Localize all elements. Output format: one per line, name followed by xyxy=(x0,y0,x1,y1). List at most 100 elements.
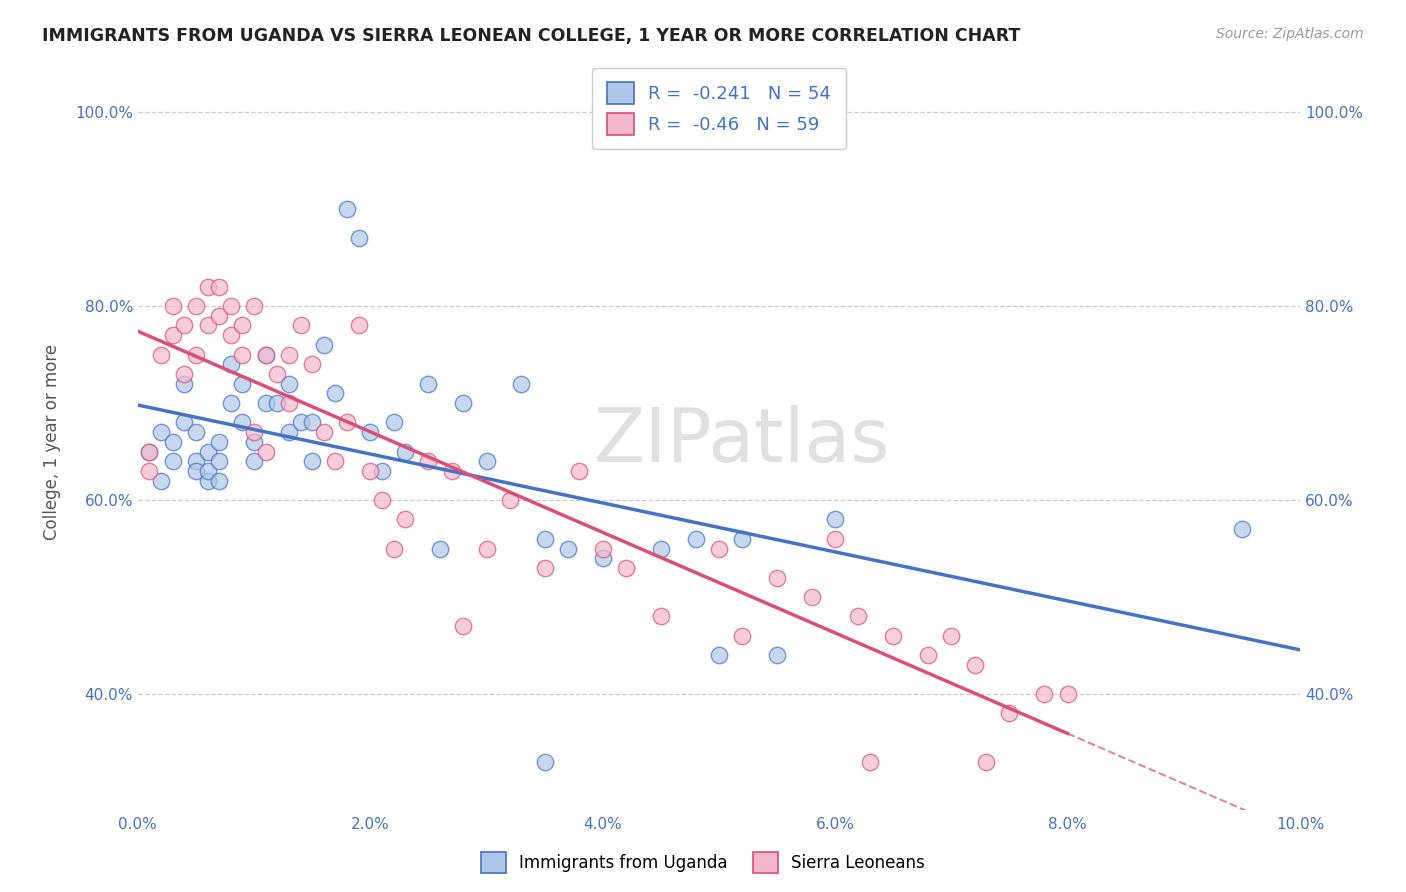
Point xyxy=(162,328,184,343)
Point xyxy=(347,318,370,333)
Point xyxy=(150,425,173,439)
Point xyxy=(254,347,277,361)
Text: Source: ZipAtlas.com: Source: ZipAtlas.com xyxy=(1216,27,1364,41)
Point xyxy=(184,299,207,313)
Point xyxy=(219,328,242,343)
Point xyxy=(475,454,498,468)
Point xyxy=(197,444,219,458)
Point xyxy=(568,464,591,478)
Point xyxy=(312,425,335,439)
Point xyxy=(614,561,637,575)
Point xyxy=(138,464,160,478)
Point xyxy=(301,357,323,371)
Point xyxy=(231,376,253,391)
Point xyxy=(882,629,904,643)
Point xyxy=(197,474,219,488)
Point xyxy=(766,571,789,585)
Point xyxy=(243,434,266,449)
Point xyxy=(347,231,370,245)
Point xyxy=(162,434,184,449)
Point xyxy=(219,299,242,313)
Point xyxy=(243,454,266,468)
Point xyxy=(824,532,846,546)
Point xyxy=(1033,687,1056,701)
Point xyxy=(197,279,219,293)
Point xyxy=(731,532,754,546)
Point xyxy=(499,493,522,508)
Point xyxy=(231,347,253,361)
Point xyxy=(650,609,672,624)
Point xyxy=(162,454,184,468)
Point xyxy=(359,425,381,439)
Point xyxy=(184,464,207,478)
Point xyxy=(963,657,986,672)
Point xyxy=(533,561,555,575)
Point xyxy=(254,444,277,458)
Point xyxy=(359,464,381,478)
Point xyxy=(278,425,301,439)
Point xyxy=(278,396,301,410)
Point xyxy=(208,454,231,468)
Point xyxy=(917,648,939,663)
Point xyxy=(197,318,219,333)
Point xyxy=(824,512,846,526)
Point xyxy=(941,629,963,643)
Point xyxy=(243,299,266,313)
Point xyxy=(707,648,730,663)
Point xyxy=(336,416,359,430)
Point xyxy=(859,755,882,769)
Point xyxy=(162,299,184,313)
Point xyxy=(451,396,474,410)
Point xyxy=(150,347,173,361)
Point xyxy=(418,454,440,468)
Point xyxy=(312,338,335,352)
Point xyxy=(173,318,195,333)
Point xyxy=(325,454,347,468)
Point xyxy=(685,532,707,546)
Point xyxy=(231,318,253,333)
Point xyxy=(150,474,173,488)
Point xyxy=(592,551,614,566)
Point xyxy=(766,648,789,663)
Point xyxy=(1056,687,1078,701)
Point xyxy=(184,425,207,439)
Point xyxy=(451,619,474,633)
Point xyxy=(208,474,231,488)
Point xyxy=(254,396,277,410)
Point xyxy=(266,396,288,410)
Point xyxy=(243,425,266,439)
Point xyxy=(278,376,301,391)
Point xyxy=(1230,522,1253,536)
Point xyxy=(557,541,579,556)
Point xyxy=(197,464,219,478)
Point xyxy=(731,629,754,643)
Point xyxy=(173,416,195,430)
Point xyxy=(173,376,195,391)
Point xyxy=(138,444,160,458)
Point xyxy=(998,706,1021,721)
Point xyxy=(440,464,463,478)
Point xyxy=(800,590,823,604)
Point xyxy=(266,367,288,381)
Point xyxy=(208,309,231,323)
Point xyxy=(650,541,672,556)
Point xyxy=(429,541,451,556)
Text: IMMIGRANTS FROM UGANDA VS SIERRA LEONEAN COLLEGE, 1 YEAR OR MORE CORRELATION CHA: IMMIGRANTS FROM UGANDA VS SIERRA LEONEAN… xyxy=(42,27,1021,45)
Point xyxy=(278,347,301,361)
Point xyxy=(592,541,614,556)
Point xyxy=(208,279,231,293)
Point xyxy=(208,434,231,449)
Point xyxy=(290,318,312,333)
Point xyxy=(184,347,207,361)
Point xyxy=(254,347,277,361)
Point xyxy=(231,416,253,430)
Point xyxy=(219,396,242,410)
Point xyxy=(974,755,997,769)
Point xyxy=(382,416,405,430)
Point xyxy=(301,454,323,468)
Point xyxy=(138,444,160,458)
Point xyxy=(533,532,555,546)
Point xyxy=(301,416,323,430)
Y-axis label: College, 1 year or more: College, 1 year or more xyxy=(44,343,60,540)
Point xyxy=(290,416,312,430)
